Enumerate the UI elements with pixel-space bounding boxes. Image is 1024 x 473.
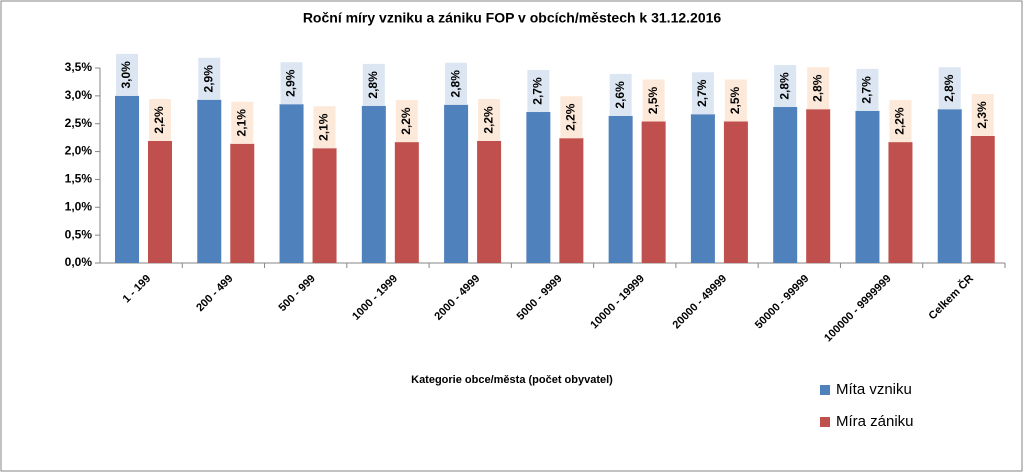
bar [888, 142, 913, 263]
value-label-bg [527, 70, 550, 113]
value-label-bg [609, 73, 632, 116]
legend-label: Míta vzniku [836, 381, 912, 398]
bar [806, 109, 831, 263]
bar [444, 104, 469, 264]
value-label: 2,8% [448, 70, 462, 98]
value-label-bg [231, 101, 254, 144]
value-label: 2,8% [942, 74, 956, 102]
value-label: 2,2% [893, 107, 907, 135]
legend-label: Míra zániku [836, 413, 914, 430]
value-label-bg [478, 98, 501, 141]
value-label: 2,8% [810, 74, 824, 102]
value-label: 2,2% [564, 103, 578, 131]
value-label: 2,7% [860, 76, 874, 104]
value-label: 2,5% [646, 86, 660, 114]
value-label: 2,1% [234, 109, 248, 137]
value-label: 3,0% [119, 61, 133, 89]
value-label: 2,2% [481, 106, 495, 134]
y-tick-label: 3,0% [65, 88, 93, 102]
bar [690, 114, 715, 263]
value-label: 2,9% [201, 65, 215, 93]
bar [394, 142, 419, 263]
value-label-bg [938, 67, 961, 110]
value-label: 2,7% [531, 77, 545, 105]
value-label-bg [889, 100, 912, 143]
y-tick-label: 0,5% [65, 227, 93, 241]
bar [477, 140, 502, 263]
y-tick-label: 2,5% [65, 116, 93, 130]
value-label: 2,5% [728, 86, 742, 114]
bar [148, 140, 172, 263]
y-tick-label: 0,0% [65, 255, 93, 269]
bar [641, 121, 666, 263]
value-label-bg [724, 79, 747, 122]
value-label-bg [856, 68, 879, 111]
x-axis-title: Kategorie obce/města (počet obyvatel) [411, 374, 613, 386]
bar [279, 104, 304, 263]
legend-swatch [820, 417, 830, 427]
bar [608, 115, 633, 264]
value-label-bg [280, 62, 303, 105]
value-label: 2,3% [975, 101, 989, 129]
y-tick-label: 1,5% [65, 172, 93, 186]
value-label-bg [560, 96, 583, 139]
bar [197, 99, 222, 263]
value-label: 2,2% [399, 107, 413, 135]
value-label-bg [198, 57, 221, 100]
bar [773, 107, 798, 263]
value-label-bg [691, 72, 714, 115]
value-label: 2,1% [317, 113, 331, 141]
value-label: 2,8% [777, 72, 791, 100]
value-label-bg [445, 62, 468, 105]
legend-swatch [820, 385, 830, 395]
bar [361, 105, 386, 263]
value-label-bg [807, 67, 830, 110]
bar [970, 135, 995, 263]
value-label-bg [971, 93, 994, 136]
value-label-bg [149, 98, 171, 141]
bar [230, 143, 255, 263]
value-label-bg [774, 65, 797, 107]
bar [312, 148, 337, 263]
bar [937, 109, 962, 263]
chart-title: Roční míry vzniku a zániku FOP v obcích/… [303, 10, 722, 26]
y-tick-label: 2,0% [65, 144, 93, 158]
value-label: 2,7% [695, 79, 709, 107]
value-label: 2,8% [366, 71, 380, 99]
bar [559, 138, 584, 263]
value-label: 2,2% [152, 106, 166, 134]
value-label-bg [362, 63, 385, 106]
y-tick-label: 3,5% [65, 60, 93, 74]
value-label-bg [642, 79, 665, 122]
value-label-bg [395, 100, 418, 143]
value-label-bg [116, 53, 138, 96]
bar [723, 121, 748, 263]
bar [855, 110, 880, 264]
bar [526, 112, 551, 263]
value-label: 2,6% [613, 81, 627, 109]
value-label: 2,9% [284, 69, 298, 97]
value-label-bg [313, 106, 336, 149]
bar [115, 95, 139, 263]
y-tick-label: 1,0% [65, 199, 93, 213]
